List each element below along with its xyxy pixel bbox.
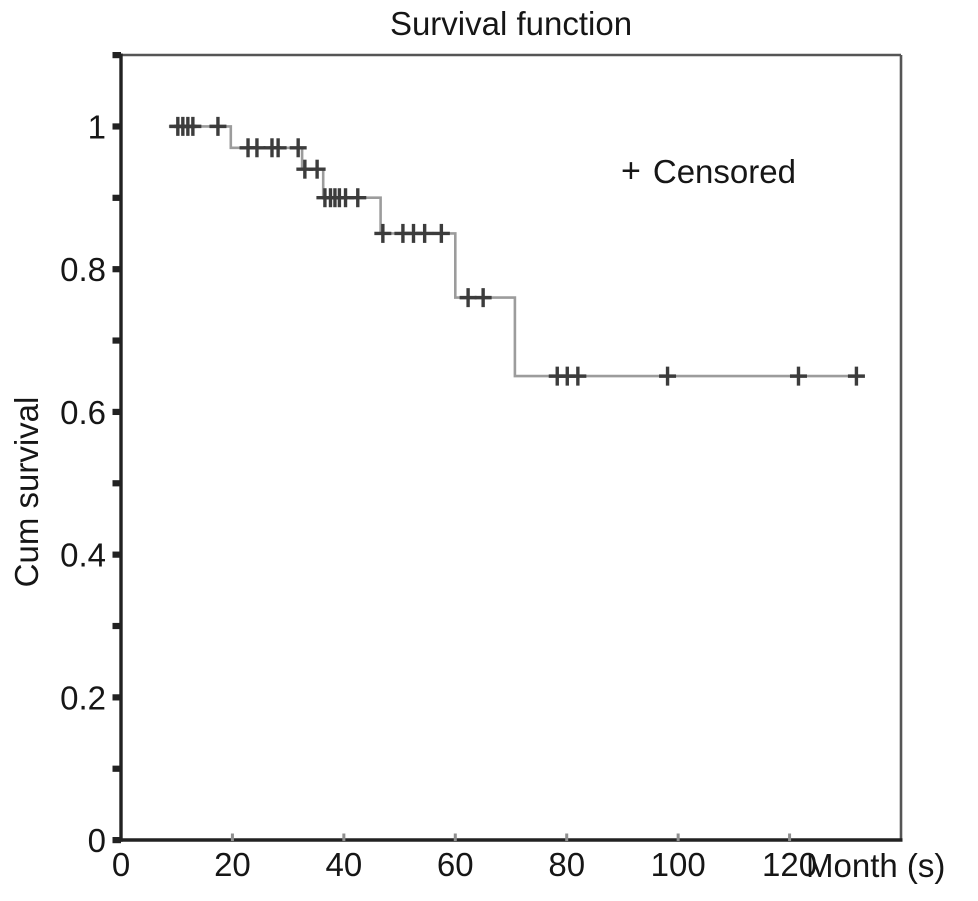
- y-tick-mark: [112, 337, 121, 344]
- y-tick-mark: [112, 622, 121, 630]
- y-tick-mark: [112, 551, 121, 558]
- y-tick-mark: [112, 194, 121, 201]
- y-tick-labels: 0 0.2 0.4 0.6 0.8 1: [60, 108, 106, 859]
- x-tick-label: 20: [214, 846, 251, 883]
- y-axis-ticks: [112, 52, 121, 844]
- x-tick-label: 120: [762, 846, 817, 883]
- chart-title: Survival function: [389, 5, 633, 42]
- y-tick-label: 0.8: [60, 251, 106, 288]
- y-tick-label: 0.4: [60, 537, 106, 574]
- x-tick-label: 0: [112, 846, 130, 883]
- censored-plus-icon: +: [621, 152, 641, 190]
- legend-censored: + Censored: [621, 152, 796, 190]
- legend-label: Censored: [652, 152, 796, 190]
- x-tick-label: 80: [548, 846, 585, 883]
- y-tick-mark: [112, 694, 121, 701]
- y-tick-label: 0: [88, 822, 106, 859]
- x-axis-ticks: [230, 833, 792, 841]
- y-tick-mark: [112, 480, 121, 487]
- x-tick-label: 60: [437, 846, 474, 883]
- x-axis-title: Month (s): [806, 847, 946, 884]
- y-tick-label: 0.2: [60, 679, 106, 716]
- y-tick-label: 1: [88, 108, 106, 145]
- x-tick-label: 40: [325, 846, 362, 883]
- y-tick-mark: [112, 408, 121, 416]
- y-tick-mark: [112, 52, 121, 59]
- y-tick-label: 0.6: [60, 394, 106, 431]
- censor-marks: [169, 116, 865, 386]
- x-tick-labels: 0 20 40 60 80 100 120: [112, 846, 817, 883]
- x-tick-label: 100: [651, 846, 706, 883]
- y-tick-mark: [112, 123, 121, 130]
- y-tick-mark: [112, 266, 121, 273]
- y-tick-mark: [112, 765, 121, 772]
- y-tick-mark: [112, 837, 121, 844]
